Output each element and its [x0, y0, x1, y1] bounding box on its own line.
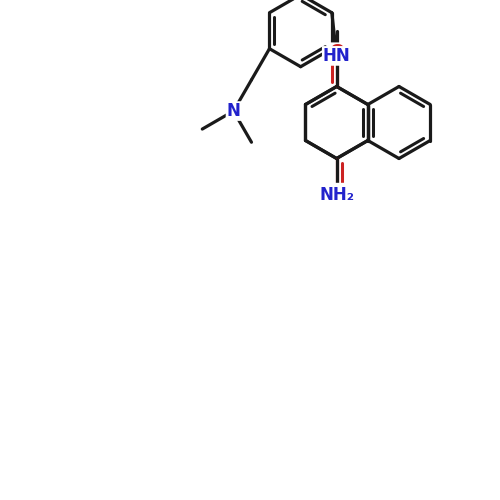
- Text: N: N: [226, 102, 240, 120]
- Text: NH₂: NH₂: [319, 186, 354, 204]
- Text: O: O: [329, 184, 344, 202]
- Text: O: O: [329, 44, 344, 62]
- Text: HN: HN: [323, 47, 350, 65]
